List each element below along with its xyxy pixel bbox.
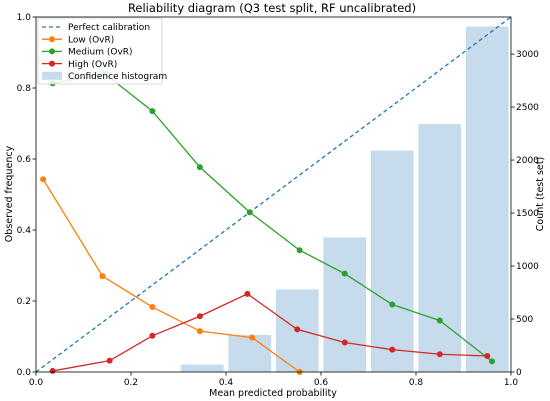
legend-entry-series-2: High (OvR) [42,60,117,70]
histogram-bar-0 [180,364,224,372]
legend-entry-histogram: Confidence histogram [42,71,167,82]
series-line-1 [52,73,493,362]
y-tick-label-2: 0.4 [17,226,32,236]
series-1-point-5 [296,247,303,254]
series-1-point-9 [489,358,495,365]
series-1-point-4 [246,209,253,216]
series-2-point-7 [389,346,396,353]
histogram-bar-1 [228,334,272,372]
x-axis: 0.0 0.2 0.4 0.6 0.8 1.0 [29,372,519,388]
histogram-bar-5 [418,124,462,373]
series-2-point-0 [49,367,56,374]
x-tick-label-1: 0.2 [124,378,138,388]
y2-tick-label-5: 2500 [516,103,539,113]
series-0 [40,176,303,375]
y2-tick-label-4: 2000 [516,156,539,166]
series-1-point-6 [341,270,348,277]
legend-entry-series-0-marker [49,36,55,43]
legend-entry-histogram-symbol [42,71,62,80]
series-1-point-8 [436,317,443,324]
series-1-point-2 [149,108,156,115]
legend-entry-series-1-marker [49,48,55,55]
series-2-point-2 [149,332,156,339]
series-0-point-4 [249,334,256,341]
legend-entry-series-0-label: Low (OvR) [68,35,114,45]
legend-entry-series-2-marker [49,60,55,67]
legend-entry-series-1: Medium (OvR) [42,48,133,58]
legend: Perfect calibration Low (OvR) Medium (OvR)… [37,17,167,85]
x-tick-label-0: 0.0 [29,378,44,388]
confidence-histogram [180,26,509,373]
y-axis-left: 0.0 0.2 0.4 0.6 0.8 1.0 [17,13,36,378]
histogram-bar-3 [323,237,367,372]
legend-entry-series-2-label: High (OvR) [68,60,117,70]
series-2 [49,290,491,374]
series-layer [40,70,495,375]
y-axis-label: Observed frequency [4,145,15,242]
legend-entry-series-0: Low (OvR) [42,35,114,45]
legend-entry-reference-label: Perfect calibration [68,23,150,33]
reference-line [35,16,512,373]
series-0-point-3 [196,328,203,335]
series-0-point-2 [149,304,156,311]
plot-frame [35,16,512,373]
y2-tick-label-2: 1000 [516,262,539,272]
y-axis-right: 0 500 1000 1500 2000 2500 3000 [511,50,539,378]
x-axis-label: Mean predicted probability [209,388,337,399]
perfect-calibration-line [35,16,512,373]
x-tick-label-4: 0.8 [409,378,424,388]
histogram-bar-4 [370,150,414,372]
series-2-point-6 [341,339,348,346]
legend-entry-histogram-label: Confidence histogram [68,72,167,82]
series-2-point-1 [106,357,113,364]
y-tick-label-3: 0.6 [17,155,32,165]
series-line-2 [52,293,488,372]
series-1-point-3 [196,164,203,171]
series-2-point-9 [484,353,491,360]
y-tick-label-1: 0.2 [17,297,31,307]
series-2-point-3 [196,313,203,320]
y2-axis-label: Count (test set) [535,157,546,231]
y2-tick-label-1: 500 [516,315,533,325]
y-tick-label-0: 0.0 [17,368,32,378]
legend-box [37,17,163,85]
histogram-bar-6 [465,26,509,372]
series-2-point-8 [436,351,443,358]
x-tick-label-3: 0.6 [314,378,329,388]
series-0-point-1 [99,273,106,280]
y2-tick-label-0: 0 [516,368,522,378]
legend-entry-series-1-label: Medium (OvR) [68,48,133,58]
y2-tick-label-6: 3000 [516,50,539,60]
series-2-point-4 [244,290,251,297]
series-line-0 [42,178,301,373]
chart-title: Reliability diagram (Q3 test split, RF u… [128,1,416,15]
y-tick-label-5: 1.0 [17,13,32,23]
series-0-point-0 [40,176,47,183]
x-tick-label-2: 0.4 [219,378,234,388]
y-tick-label-4: 0.8 [17,84,32,94]
series-1-point-7 [389,301,396,308]
legend-entry-reference: Perfect calibration [42,23,150,33]
x-tick-label-5: 1.0 [504,378,519,388]
y2-tick-label-3: 1500 [516,209,539,219]
series-2-point-5 [294,326,301,333]
